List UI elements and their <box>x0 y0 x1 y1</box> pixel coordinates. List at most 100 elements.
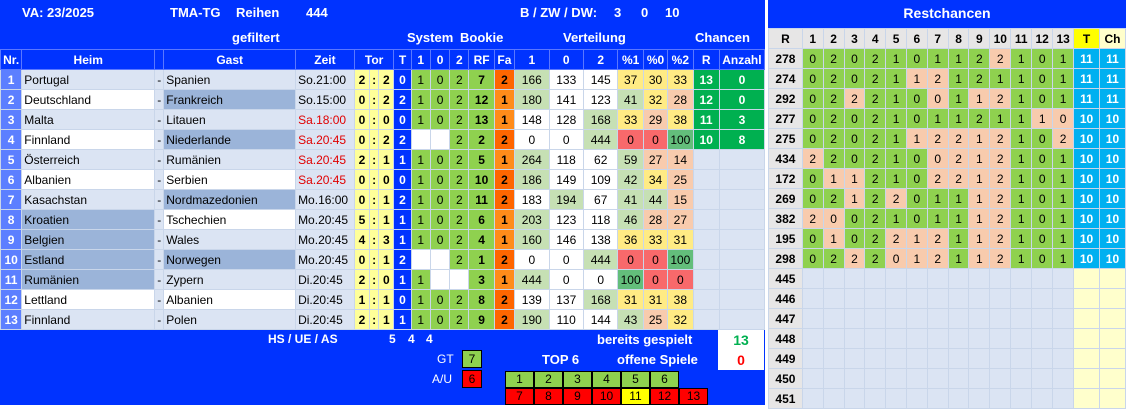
pct-2: 31 <box>667 229 694 250</box>
match-row[interactable]: 13 Finnland - Polen Di.20:45 2:1 1 1 0 2 9 2 190 110 1… <box>0 309 766 330</box>
system-2: 2 <box>449 189 470 210</box>
rest-cell <box>1031 308 1054 329</box>
rest-cell <box>989 308 1012 329</box>
pct-1: 36 <box>617 229 644 250</box>
match-row[interactable]: 8 Kroatien - Tschechien Mo.20:45 5:1 1 1 0 2 6 1 203… <box>0 209 766 230</box>
top-box: 6 <box>650 371 679 388</box>
rest-row[interactable]: 269 0 2 1 2 2 0 1 1 1 2 1 0 1 10 10 <box>768 188 1126 209</box>
rest-row[interactable]: 445 <box>768 268 1126 289</box>
dist-0: 149 <box>548 169 584 190</box>
rest-cell: 2 <box>864 108 887 129</box>
rest-ch <box>1098 348 1126 369</box>
score-colon: : <box>369 89 380 110</box>
rest-row[interactable]: 446 <box>768 288 1126 309</box>
match-row[interactable]: 10 Estland - Norwegen Mo.20:45 0:1 2 2 1 2 0 0 444 0 0… <box>0 249 766 270</box>
rest-row[interactable]: 447 <box>768 308 1126 329</box>
rest-t <box>1073 368 1100 389</box>
rest-cell: 2 <box>989 168 1012 189</box>
dist-1: 0 <box>514 129 550 150</box>
chancen-anzahl <box>718 189 766 210</box>
pct-2: 38 <box>667 109 694 130</box>
rest-row[interactable]: 275 0 2 0 2 1 1 2 2 1 2 1 0 2 10 10 <box>768 128 1126 149</box>
rest-row[interactable]: 277 0 2 0 2 1 0 1 1 2 1 1 1 0 10 10 <box>768 108 1126 129</box>
rest-cell <box>926 268 949 289</box>
match-row[interactable]: 6 Albanien - Serbien Sa.20:45 0:0 0 1 0 2 10 2 186 14… <box>0 169 766 190</box>
rest-cell: 1 <box>947 88 970 109</box>
rest-row[interactable]: 195 0 1 0 2 2 1 2 1 1 2 1 0 1 10 10 <box>768 228 1126 249</box>
rest-cell: 1 <box>1052 148 1075 169</box>
hs-value: 5 <box>389 332 396 346</box>
rest-t <box>1073 308 1100 329</box>
rest-cell <box>947 308 970 329</box>
rest-row[interactable]: 298 0 2 2 2 0 1 2 1 1 2 1 0 1 10 10 <box>768 248 1126 269</box>
rest-cell: 2 <box>968 68 991 89</box>
rest-cell <box>905 288 928 309</box>
match-dash: - <box>154 149 165 170</box>
match-row[interactable]: 11 Rumänien - Zypern Di.20:45 2:0 1 1 3 1 444 0 0 100… <box>0 269 766 290</box>
rest-col-header: 5 <box>885 28 907 49</box>
rest-cell: 2 <box>822 188 845 209</box>
dist-0: 133 <box>548 69 584 90</box>
system-0: 0 <box>429 69 451 90</box>
reihen-label: Reihen <box>236 5 280 20</box>
system-label: System <box>407 30 454 45</box>
rest-row[interactable]: 292 0 2 2 2 1 0 0 1 1 2 1 0 1 11 11 <box>768 88 1126 109</box>
top-box: 9 <box>563 388 592 405</box>
away-goals: 1 <box>378 289 395 310</box>
dist-1: 190 <box>514 309 550 330</box>
match-row[interactable]: 5 Österreich - Rumänien Sa.20:45 2:1 1 1 0 2 5 1 264… <box>0 149 766 170</box>
top-box: 4 <box>592 371 621 388</box>
match-row[interactable]: 7 Kasachstan - Nordmazedonien Mo.16:00 0:1 2 1 0… <box>0 189 766 210</box>
rest-row[interactable]: 450 <box>768 368 1126 389</box>
rest-row[interactable]: 451 <box>768 388 1126 409</box>
kickoff-time: Di.20:45 <box>295 289 355 310</box>
rest-cell: 2 <box>864 208 887 229</box>
pct-2: 38 <box>667 289 694 310</box>
rest-r: 172 <box>768 168 803 189</box>
system-2: 2 <box>449 209 470 230</box>
rest-cell <box>1010 368 1033 389</box>
system-0: 0 <box>429 209 451 230</box>
bookie-fa: 1 <box>493 89 516 110</box>
rest-cell <box>989 268 1012 289</box>
rest-t <box>1073 328 1100 349</box>
dist-2: 444 <box>582 249 619 270</box>
restchancen-panel: Restchancen R 1 2 3 4 5 6 7 8 9 10 11 12 13 T Ch 278 0 2 0 2… <box>768 0 1126 409</box>
home-goals: 2 <box>353 269 371 290</box>
rest-cell <box>843 268 866 289</box>
match-dash: - <box>154 269 165 290</box>
tip-result: 0 <box>393 169 412 190</box>
rest-cell: 2 <box>926 228 949 249</box>
rest-cell <box>947 288 970 309</box>
tip-result: 2 <box>393 89 412 110</box>
bereits-value: 13 <box>718 330 764 350</box>
au-value: 6 <box>462 370 482 388</box>
home-team: Estland <box>21 249 156 270</box>
match-row[interactable]: 12 Lettland - Albanien Di.20:45 1:1 0 1 0 2 8 2 139 1… <box>0 289 766 310</box>
match-row[interactable]: 1 Portugal - Spanien So.21:00 2:2 0 1 0 2 7 2 166 133… <box>0 69 766 90</box>
rest-row[interactable]: 382 2 0 0 2 1 0 1 1 1 2 1 0 1 10 10 <box>768 208 1126 229</box>
away-team: Niederlande <box>163 129 297 150</box>
pct-2: 14 <box>667 149 694 170</box>
rest-row[interactable]: 448 <box>768 328 1126 349</box>
rest-col-header: 11 <box>1010 28 1033 49</box>
match-row[interactable]: 9 Belgien - Wales Mo.20:45 4:3 1 1 0 2 4 1 160 146 138… <box>0 229 766 250</box>
rest-cell: 0 <box>822 208 845 229</box>
match-row[interactable]: 3 Malta - Litauen Sa.18:00 0:0 0 1 0 2 13 1 148 128 16… <box>0 109 766 130</box>
top6-label: TOP 6 <box>542 352 580 367</box>
match-row[interactable]: 2 Deutschland - Frankreich So.15:00 0:2 2 1 0 2 12… <box>0 89 766 110</box>
system-0: 0 <box>429 189 451 210</box>
dist-2: 144 <box>582 309 619 330</box>
rest-cell <box>926 308 949 329</box>
rest-row[interactable]: 434 2 2 0 2 1 0 0 2 1 2 1 0 1 10 10 <box>768 148 1126 169</box>
pct-0: 27 <box>642 149 669 170</box>
match-row[interactable]: 4 Finnland - Niederlande Sa.20:45 0:2 2 2 2 2 0 0 44… <box>0 129 766 150</box>
rest-row[interactable]: 278 0 2 0 2 1 0 1 1 2 2 1 0 1 11 11 <box>768 48 1126 69</box>
tip-result: 1 <box>393 269 412 290</box>
rest-row[interactable]: 449 <box>768 348 1126 369</box>
rest-cell <box>885 328 907 349</box>
rest-row[interactable]: 274 0 2 0 2 1 1 2 1 2 1 1 0 1 11 11 <box>768 68 1126 89</box>
system-2: 2 <box>449 249 470 270</box>
rest-row[interactable]: 172 0 1 1 2 1 0 2 2 1 2 1 0 1 10 10 <box>768 168 1126 189</box>
top-box: 12 <box>650 388 679 405</box>
